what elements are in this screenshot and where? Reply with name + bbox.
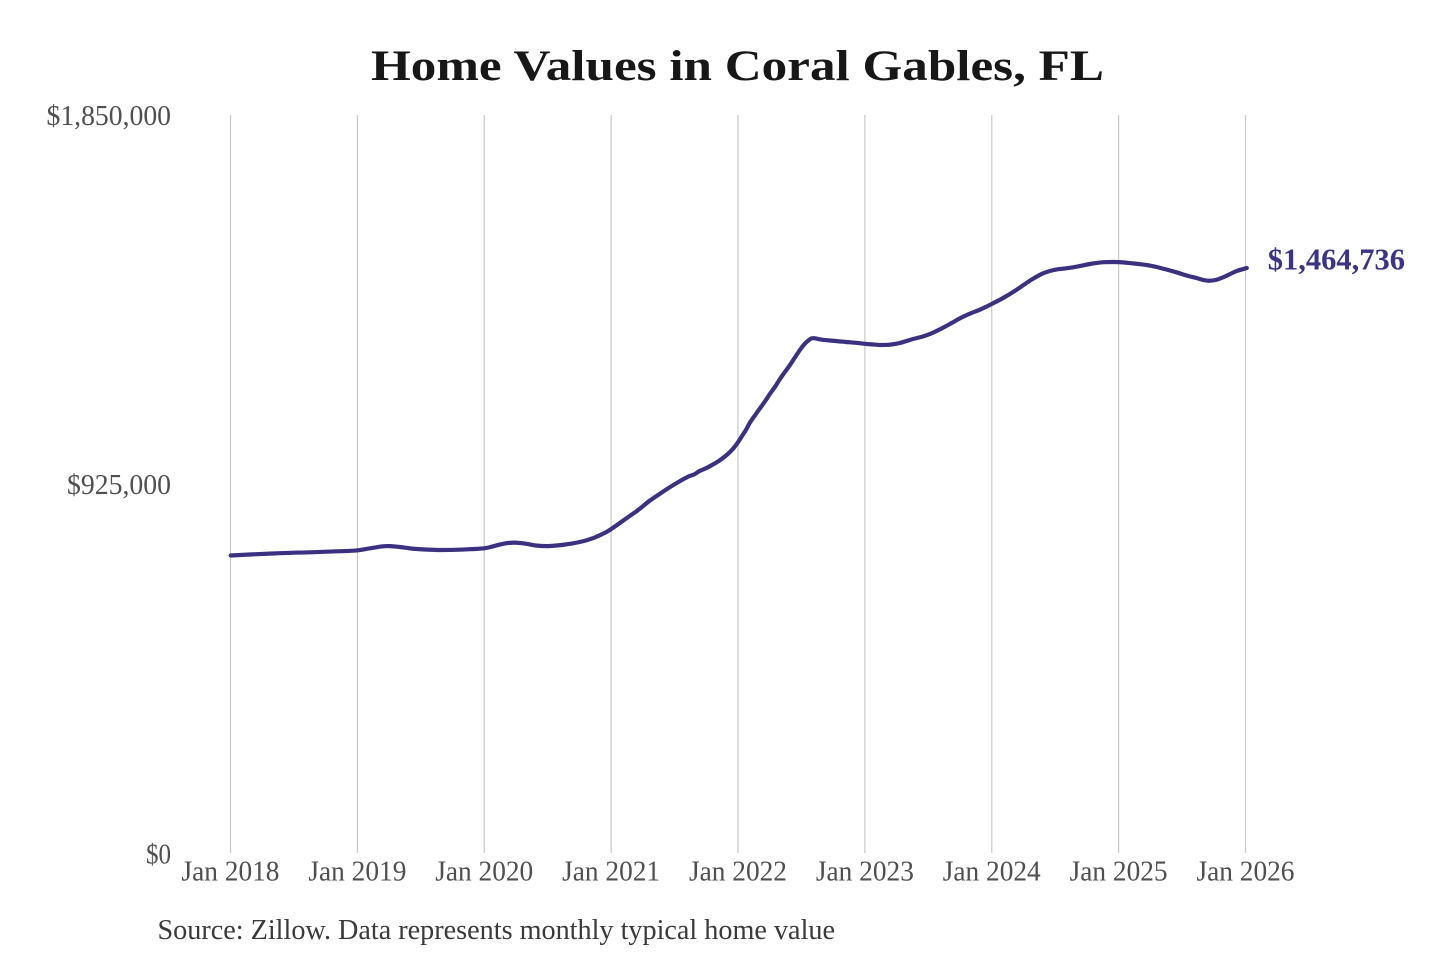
svg-text:Jan 2020: Jan 2020 (435, 856, 533, 888)
svg-text:Jan 2024: Jan 2024 (943, 856, 1041, 888)
svg-text:Jan 2021: Jan 2021 (562, 856, 660, 888)
svg-text:$1,464,736: $1,464,736 (1268, 242, 1405, 276)
svg-text:Jan 2026: Jan 2026 (1197, 856, 1295, 888)
svg-text:$925,000: $925,000 (67, 470, 171, 501)
svg-text:Jan 2019: Jan 2019 (308, 856, 406, 888)
svg-text:Home Values in Coral Gables, F: Home Values in Coral Gables, FL (371, 43, 1104, 90)
svg-text:Source: Zillow. Data represent: Source: Zillow. Data represents monthly … (158, 915, 836, 946)
svg-text:Jan 2022: Jan 2022 (689, 856, 787, 888)
svg-text:Jan 2023: Jan 2023 (816, 856, 914, 888)
svg-text:Jan 2018: Jan 2018 (182, 856, 280, 888)
svg-text:$0: $0 (146, 840, 171, 871)
svg-text:$1,850,000: $1,850,000 (47, 101, 172, 132)
svg-text:Jan 2025: Jan 2025 (1070, 856, 1168, 888)
